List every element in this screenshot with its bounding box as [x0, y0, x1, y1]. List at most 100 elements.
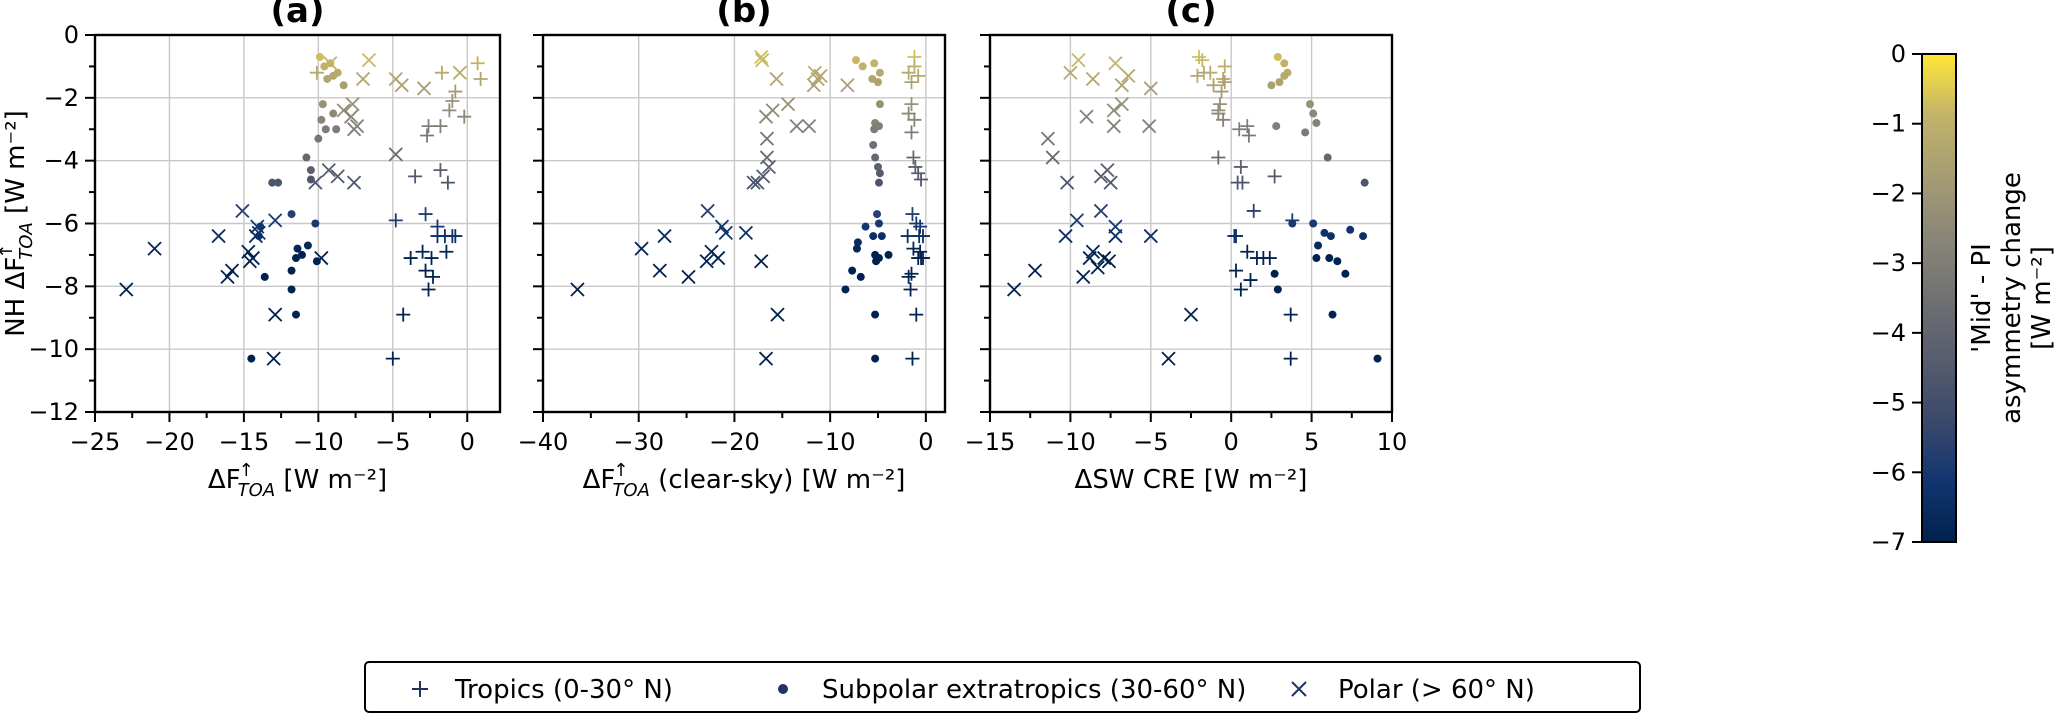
tropics-point [1217, 75, 1232, 90]
tropics-point [415, 244, 430, 259]
tropics-point [1233, 282, 1248, 297]
subpolar-point [1359, 232, 1368, 241]
x-axis-label: ΔSW CRE [W m⁻²] [1075, 465, 1308, 495]
subpolar-point [1305, 100, 1314, 109]
tropics-point [418, 263, 433, 278]
tropics-point [1216, 71, 1231, 86]
subpolar-point [1333, 257, 1342, 266]
subpolar-point [302, 153, 311, 162]
subpolar-point [874, 219, 883, 228]
tropics-point [906, 241, 921, 256]
subpolar-point [333, 68, 342, 77]
panel-title: (a) [270, 0, 324, 31]
colorbar-label: 'Mid' - PIasymmetry change[W m⁻²] [1967, 172, 2057, 424]
subpolar-point [1325, 254, 1334, 263]
subpolar-point [1373, 354, 1382, 363]
tropics-point [1216, 112, 1231, 127]
tropics-point [1217, 59, 1232, 74]
tropics-point [901, 65, 916, 80]
tropics-point [1203, 65, 1218, 80]
subpolar-point [1270, 269, 1279, 278]
tropics-point [1241, 128, 1256, 143]
y-tick-label: −4 [44, 147, 79, 175]
polar-point [119, 282, 134, 297]
subpolar-point [875, 68, 884, 77]
tropics-point [448, 229, 463, 244]
subpolar-point [1267, 81, 1276, 90]
colorbar-tick-label: −3 [1871, 249, 1906, 277]
polar-point [321, 162, 336, 178]
subpolar-point [274, 178, 283, 187]
subpolar-point [247, 354, 256, 363]
polar-point [1040, 131, 1056, 146]
polar-point [1063, 65, 1078, 80]
polar-point [714, 219, 730, 234]
polar-point [345, 96, 360, 112]
tropics-point [906, 150, 921, 165]
x-tick-label: −15 [965, 428, 1016, 456]
subpolar-point [297, 250, 306, 259]
subpolar-point [870, 125, 879, 134]
x-tick-label: −10 [293, 428, 344, 456]
subpolar-point [1346, 225, 1355, 234]
y-tick-label: −6 [44, 210, 79, 238]
colorbar-gradient [1922, 54, 1956, 542]
x-tick-label: −5 [375, 428, 410, 456]
tropics-point [1214, 84, 1229, 99]
polar-point [754, 49, 769, 65]
subpolar-point [869, 232, 878, 241]
tropics-point [901, 106, 916, 121]
polar-point [759, 150, 775, 165]
polar-point [806, 78, 822, 93]
tropics-point [911, 166, 926, 181]
polar-point [1103, 175, 1118, 190]
x-tick-label: −5 [1133, 428, 1168, 456]
polar-point [1076, 269, 1091, 285]
tropics-point [1240, 119, 1255, 134]
tropics-point [1283, 307, 1298, 322]
polar-point [361, 52, 377, 68]
polar-point [634, 241, 649, 256]
subpolar-point [871, 354, 880, 363]
polar-point [346, 175, 362, 190]
tropics-point [1246, 203, 1261, 218]
tropics-point [403, 251, 418, 266]
subpolar-point [1273, 52, 1282, 61]
colorbar-tick-label: −6 [1871, 458, 1906, 486]
polar-point [840, 78, 855, 93]
subpolar-point [1272, 122, 1281, 131]
polar-point [394, 78, 409, 93]
tropics-point [418, 207, 433, 222]
legend-label: Tropics (0-30° N) [454, 675, 673, 705]
polar-point [1027, 263, 1043, 278]
tropics-point [901, 269, 916, 284]
polar-point [769, 71, 784, 87]
tropics-point [904, 266, 919, 281]
subpolar-point [869, 140, 878, 149]
tropics-point [408, 169, 423, 184]
legend-marker-dot [778, 684, 788, 694]
tropics-point [1240, 244, 1255, 259]
tropics-point [1212, 97, 1227, 112]
subpolar-point [1273, 285, 1282, 294]
x-tick-label: −40 [518, 428, 569, 456]
subpolar-point [321, 125, 330, 134]
polar-point [770, 307, 785, 322]
tropics-point [421, 119, 436, 134]
x-tick-label: 5 [1304, 428, 1319, 456]
tropics-point [433, 163, 448, 178]
subpolar-point [260, 272, 269, 281]
polar-point [211, 228, 226, 244]
polar-point [780, 96, 796, 112]
polar-point [755, 52, 770, 68]
colorbar-tick-label: 0 [1891, 40, 1906, 68]
polar-point [652, 263, 667, 278]
polar-point [248, 228, 263, 244]
y-axis-label: NH ΔF↑TOA [W m⁻²] [0, 110, 37, 337]
colorbar-tick-label: −2 [1871, 179, 1906, 207]
tropics-point [309, 65, 324, 80]
tropics-point [1267, 169, 1282, 184]
tropics-point [420, 128, 435, 143]
tropics-point [385, 351, 400, 366]
polar-point [1058, 228, 1073, 244]
